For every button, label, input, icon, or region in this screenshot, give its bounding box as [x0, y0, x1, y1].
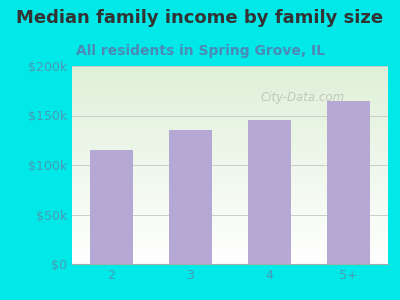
Bar: [90, 150, 133, 264]
Text: All residents in Spring Grove, IL: All residents in Spring Grove, IL: [76, 44, 324, 58]
Bar: [327, 101, 370, 264]
Text: Median family income by family size: Median family income by family size: [16, 9, 384, 27]
Text: City-Data.com: City-Data.com: [261, 91, 345, 104]
Bar: [169, 130, 212, 264]
Bar: [248, 120, 291, 264]
